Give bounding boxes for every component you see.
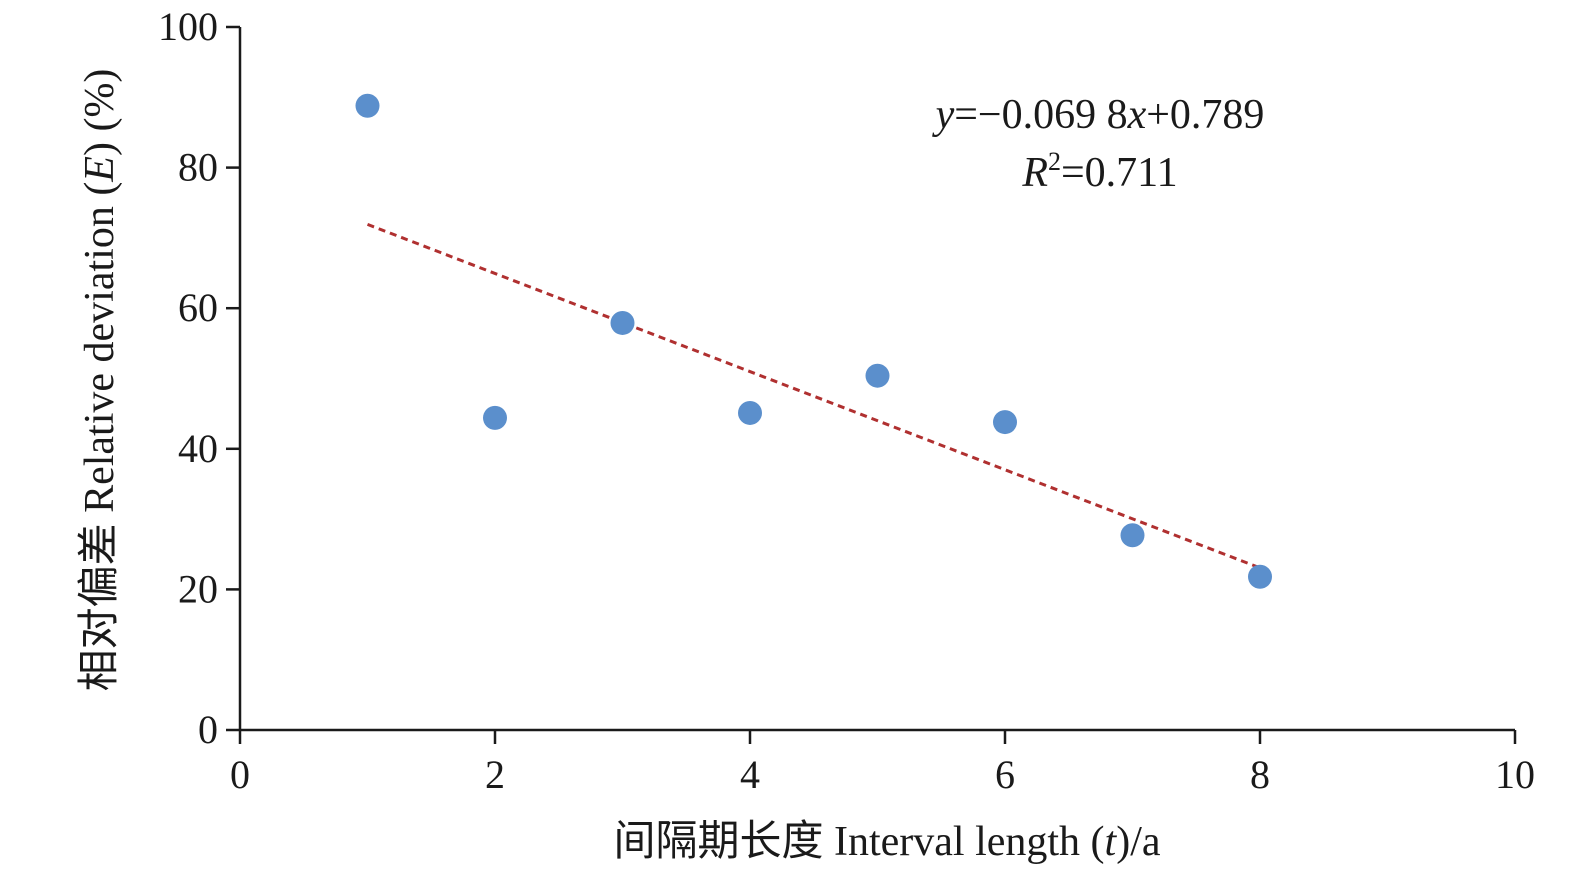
- data-point: [865, 363, 890, 388]
- trendline-group: [366, 223, 1261, 570]
- x-tick-label: 10: [1495, 752, 1535, 797]
- eq-intercept: +0.789: [1146, 92, 1264, 138]
- x-ticks: 0 2 4 6 8 10: [230, 730, 1535, 797]
- x-tick-label: 8: [1250, 752, 1270, 797]
- r2-sup: 2: [1048, 147, 1061, 176]
- y-tick-label: 40: [178, 426, 218, 471]
- data-point: [738, 400, 762, 425]
- axes: [238, 27, 1515, 732]
- trendline: [366, 223, 1261, 570]
- y-label-unit: ) (%): [77, 69, 123, 156]
- x-tick-label: 6: [995, 752, 1015, 797]
- data-point: [610, 310, 635, 335]
- eq-y-var: y: [932, 92, 955, 138]
- x-tick-label: 0: [230, 752, 250, 797]
- eq-x-var: x: [1127, 92, 1147, 138]
- y-axis-label: 相对偏差 Relative deviation (E) (%): [77, 69, 123, 692]
- data-point: [1248, 564, 1272, 589]
- r2-r: R: [1021, 150, 1048, 196]
- x-axis-label: 间隔期长度 Interval length (t)/a: [613, 819, 1160, 865]
- data-point: [993, 410, 1017, 435]
- r-squared: R2=0.711: [1021, 147, 1177, 196]
- data-point: [355, 93, 380, 118]
- eq-slope: =−0.069 8: [954, 92, 1127, 138]
- x-tick-label: 2: [485, 752, 505, 797]
- x-label-var: t: [1105, 819, 1118, 865]
- y-ticks: 0 20 40 60 80 100: [158, 4, 240, 752]
- y-tick-label: 60: [178, 285, 218, 330]
- x-tick-label: 4: [740, 752, 760, 797]
- data-point: [1120, 523, 1145, 548]
- regression-equation: y=−0.069 8x+0.789: [932, 92, 1265, 138]
- data-point: [483, 405, 507, 430]
- x-label-text: 间隔期长度 Interval length (: [613, 819, 1104, 865]
- y-tick-label: 20: [178, 566, 218, 611]
- y-tick-label: 80: [178, 145, 218, 190]
- data-points: [355, 93, 1272, 589]
- y-label-var: E: [77, 156, 123, 183]
- y-label-text: 相对偏差 Relative deviation (: [77, 182, 123, 692]
- r2-value: =0.711: [1061, 150, 1178, 196]
- y-tick-label: 100: [158, 4, 218, 49]
- y-tick-label: 0: [198, 707, 218, 752]
- x-label-unit: )/a: [1116, 819, 1161, 865]
